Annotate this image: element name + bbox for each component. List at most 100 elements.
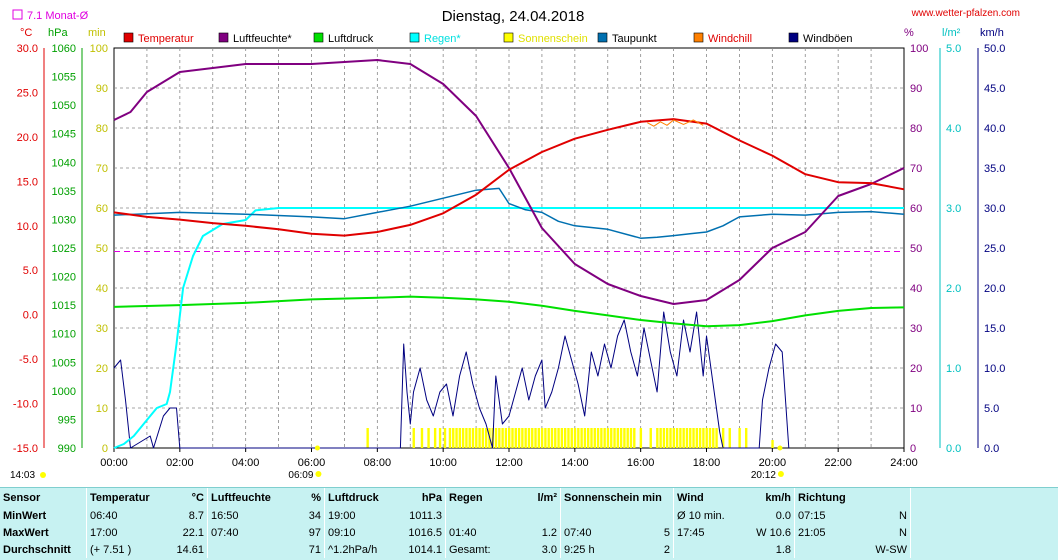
dir-value: N — [899, 526, 907, 539]
wind-time: Ø 10 min. — [673, 507, 750, 524]
stats-row-min: MinWert 06:40 8.7 16:50 34 19:00 1011.3 … — [0, 507, 1017, 524]
row-spacer — [910, 507, 1017, 524]
sunshine-bar — [521, 428, 524, 448]
sunrise-icon — [315, 471, 322, 477]
hdr-rain: Regen — [445, 488, 522, 507]
legend-swatch-dew — [597, 32, 608, 43]
sunshine-bar — [702, 428, 705, 448]
wind-axis-tick-label: 25.0 — [984, 243, 1005, 255]
humidity-axis-tick-label: 30 — [910, 323, 922, 335]
rain-axis-tick-label: 2.0 — [946, 283, 961, 295]
press-time: 19:00 — [324, 507, 401, 524]
humidity-axis-tick-label: 100 — [910, 43, 928, 55]
sunshine-bar — [531, 428, 534, 448]
wind-axis-tick-label: 20.0 — [984, 283, 1005, 295]
wind-axis-tick-label: 35.0 — [984, 163, 1005, 175]
sunshine-bar — [554, 428, 557, 448]
sun-axis-tick-label: 40 — [96, 283, 108, 295]
temp-time: 06:40 — [86, 507, 163, 524]
x-tick-label: 16:00 — [627, 457, 655, 469]
hum-value: 97 — [308, 526, 321, 539]
sunshine-bar — [619, 428, 623, 448]
sunshine-bar — [728, 428, 731, 448]
sun-value: 5 — [663, 526, 670, 539]
axes: 00:00 02:00 04:00 06:00 08:00 10:00 12:00 14:00… — [13, 43, 1006, 469]
stats-row-avg: Durchschnitt (+ 7.51 ) 14.61 71 ^1.2hPa/… — [0, 541, 1017, 558]
sunshine-bar — [563, 428, 567, 448]
temp-axis-tick-label: 25.0 — [17, 87, 38, 99]
series-windben — [113, 311, 790, 449]
sunshine-bar — [689, 428, 692, 448]
sunshine-bar — [738, 428, 741, 448]
hdr-dir: Richtung — [794, 488, 871, 507]
sunshine-bar — [494, 428, 498, 448]
rain-axis-tick-label: 5.0 — [946, 43, 961, 55]
hdr-press: Luftdruck — [324, 488, 401, 507]
wind-value: 1.8 — [775, 543, 791, 556]
pressure-axis-tick-label: 1010 — [52, 329, 76, 341]
hum-time: 07:40 — [207, 524, 284, 541]
sunshine-bar — [669, 428, 672, 448]
x-tick-label: 14:00 — [561, 457, 589, 469]
sun-axis-tick-label: 30 — [96, 323, 108, 335]
wind-axis-tick-label: 15.0 — [984, 323, 1005, 335]
rain-time — [445, 507, 522, 524]
sun-time — [559, 507, 645, 524]
sunshine-bar — [498, 428, 501, 448]
legend-label-rain: Regen* — [424, 33, 461, 45]
hum-value: 71 — [308, 543, 321, 556]
sunshine-bar — [366, 428, 369, 448]
temp-axis-tick-label: 30.0 — [17, 43, 38, 55]
sunshine-bar — [626, 428, 629, 448]
sunshine-bar — [590, 428, 593, 448]
rain-axis-tick-label: 3.0 — [946, 203, 961, 215]
stats-table: Sensor Temperatur °C Luftfeuchte % Luftd… — [0, 488, 1017, 558]
hdr-spacer — [910, 488, 1017, 507]
legend-label-press: Luftdruck — [328, 33, 374, 45]
sunshine-bar — [593, 428, 596, 448]
sunshine-bar — [745, 428, 748, 448]
sunshine-bar — [610, 428, 613, 448]
sun-axis-tick-label: 50 — [96, 243, 108, 255]
press-time: 09:10 — [324, 524, 401, 541]
sunshine-bar — [573, 428, 577, 448]
legend-swatch-temp — [123, 32, 134, 43]
sunshine-bar — [721, 428, 725, 448]
temp-value: 14.61 — [176, 543, 204, 556]
sunshine-bar — [580, 428, 583, 448]
wind-axis-tick-label: 0.0 — [984, 443, 999, 455]
temp-axis-tick-label: -5.0 — [19, 354, 38, 366]
row-label: MinWert — [3, 509, 47, 522]
pressure-axis-tick-label: 995 — [58, 414, 76, 426]
wind-time — [673, 541, 750, 558]
sunshine-bar — [443, 428, 447, 448]
legend-swatch-sun — [503, 32, 514, 43]
sunshine-bar — [715, 428, 718, 448]
sunshine-bar — [465, 428, 468, 448]
hdr-sun: Sonnenschein min — [560, 488, 674, 507]
stats-panel: Sensor Temperatur °C Luftfeuchte % Luftd… — [0, 487, 1058, 560]
sunshine-bar — [544, 428, 547, 448]
row-label: Durchschnitt — [3, 543, 71, 556]
sun-time: 9:25 h — [559, 541, 645, 558]
sunshine-bar — [537, 428, 541, 448]
rain-value — [522, 507, 561, 524]
legend-swatch-press — [313, 32, 324, 43]
sunshine-bar — [570, 428, 573, 448]
sunshine-bar — [471, 428, 475, 448]
sunset-icon — [777, 471, 784, 477]
site-link[interactable]: www.wetter-pfalzen.com — [911, 8, 1020, 19]
sun-axis-tick-label: 90 — [96, 83, 108, 95]
dir-time: 21:05 — [794, 524, 871, 541]
press-value: 1014.1 — [408, 543, 442, 556]
sunshine-bar — [560, 428, 564, 448]
sunshine-bar — [550, 428, 554, 448]
sunshine-bar — [468, 428, 471, 448]
unit-rain: l/m² — [942, 27, 961, 39]
pressure-axis-tick-label: 1035 — [52, 186, 76, 198]
unit-temp: °C — [20, 27, 32, 39]
sunshine-bar — [455, 428, 458, 448]
pressure-axis-tick-label: 1030 — [52, 214, 76, 226]
x-tick-label: 18:00 — [693, 457, 721, 469]
sunshine-bar — [659, 428, 662, 448]
